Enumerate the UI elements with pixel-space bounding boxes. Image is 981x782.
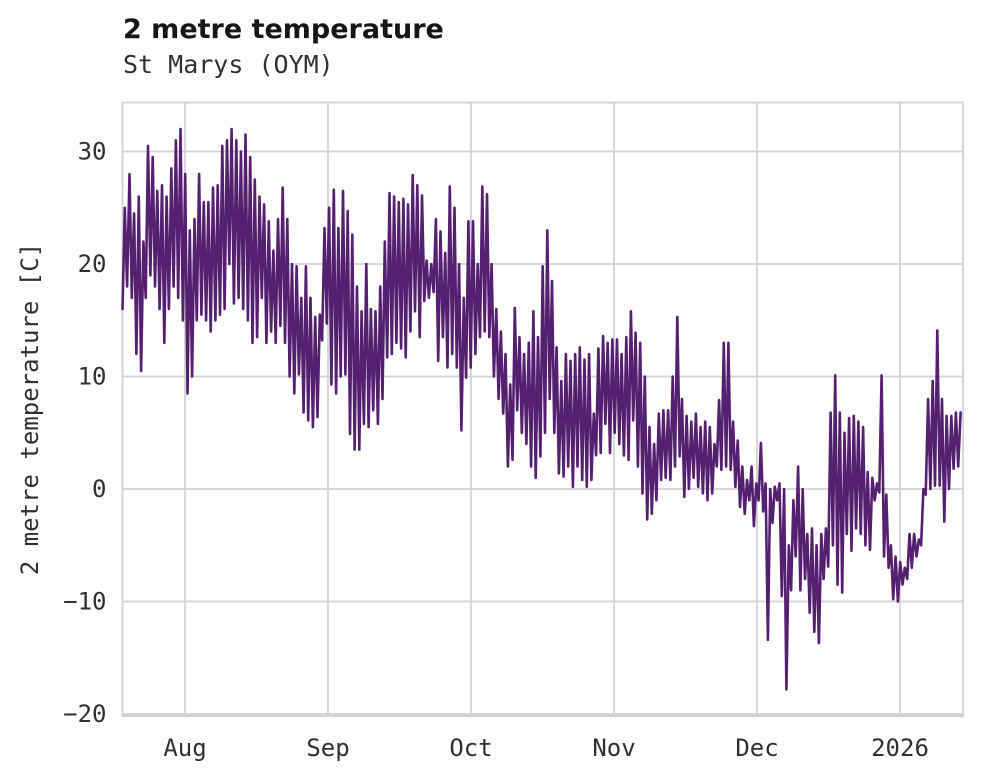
x-tick-label: Oct bbox=[449, 734, 492, 762]
y-tick-label: 20 bbox=[78, 250, 107, 278]
x-tick-label: Sep bbox=[306, 734, 349, 762]
y-tick-label: 0 bbox=[92, 475, 106, 503]
chart-title: 2 metre temperature bbox=[123, 14, 444, 45]
y-tick-label: −10 bbox=[63, 588, 106, 616]
y-axis-label: 2 metre temperature [C] bbox=[16, 242, 44, 576]
y-tick-label: −20 bbox=[63, 700, 106, 728]
x-tick-label: Nov bbox=[592, 734, 635, 762]
temperature-line bbox=[121, 127, 962, 691]
x-tick-label: 2026 bbox=[871, 734, 929, 762]
y-tick-label: 10 bbox=[78, 363, 107, 391]
x-tick-label: Dec bbox=[735, 734, 778, 762]
y-tick-label: 30 bbox=[78, 138, 107, 166]
chart-subtitle: St Marys (OYM) bbox=[123, 50, 334, 79]
x-tick-label: Aug bbox=[163, 734, 206, 762]
